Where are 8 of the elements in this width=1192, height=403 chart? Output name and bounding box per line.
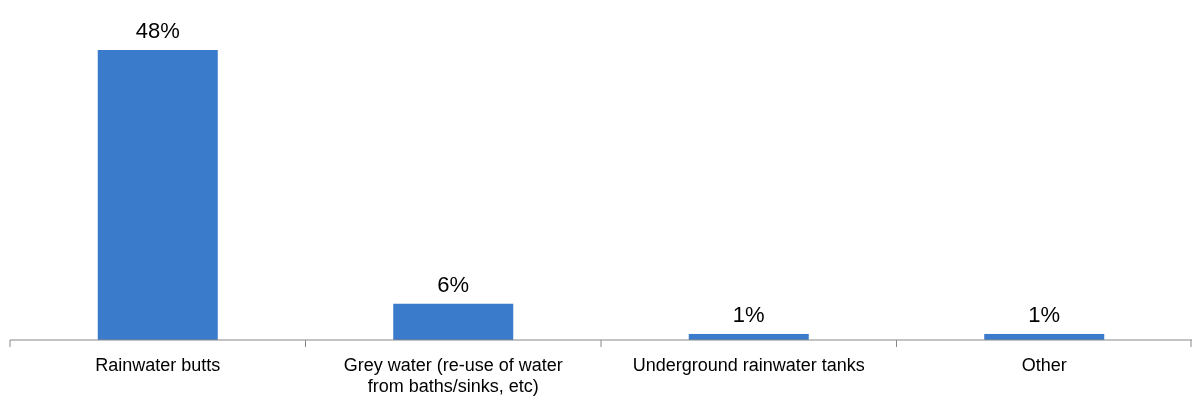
x-tick-label: Other [1021, 355, 1067, 375]
data-label: 48% [135, 18, 180, 43]
data-label: 1% [732, 301, 765, 327]
data-label: 1% [1028, 301, 1061, 327]
x-tick-label: Grey water (re-use of water from baths/sinks, etc) [343, 355, 563, 396]
x-tick-label: Underground rainwater tanks [632, 355, 865, 375]
data-label: 6% [437, 271, 470, 297]
x-tick-label: Rainwater butts [95, 355, 221, 375]
